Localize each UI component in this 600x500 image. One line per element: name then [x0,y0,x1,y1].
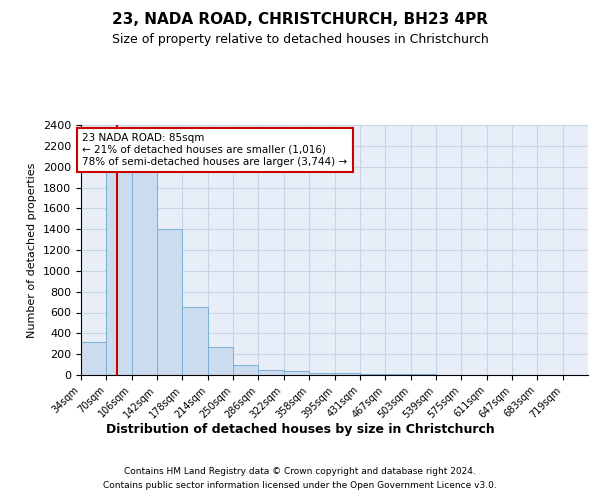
Text: Size of property relative to detached houses in Christchurch: Size of property relative to detached ho… [112,32,488,46]
Bar [233,364,258,375]
Bar [182,308,208,375]
Text: Contains public sector information licensed under the Open Government Licence v3: Contains public sector information licen… [103,481,497,490]
Text: Distribution of detached houses by size in Christchurch: Distribution of detached houses by size … [106,422,494,436]
Bar [131,166,157,375]
Text: 23, NADA ROAD, CHRISTCHURCH, BH23 4PR: 23, NADA ROAD, CHRISTCHURCH, BH23 4PR [112,12,488,28]
Text: 23 NADA ROAD: 85sqm
← 21% of detached houses are smaller (1,016)
78% of semi-det: 23 NADA ROAD: 85sqm ← 21% of detached ho… [82,134,347,166]
Bar [411,374,436,375]
Text: Contains HM Land Registry data © Crown copyright and database right 2024.: Contains HM Land Registry data © Crown c… [124,468,476,476]
Y-axis label: Number of detached properties: Number of detached properties [28,162,37,338]
Bar [385,374,411,375]
Bar [106,166,131,375]
Bar [258,370,284,375]
Bar [81,342,106,375]
Bar [157,229,182,375]
Bar [284,372,309,375]
Bar [309,373,335,375]
Bar [335,374,360,375]
Bar [360,374,385,375]
Bar [208,347,233,375]
